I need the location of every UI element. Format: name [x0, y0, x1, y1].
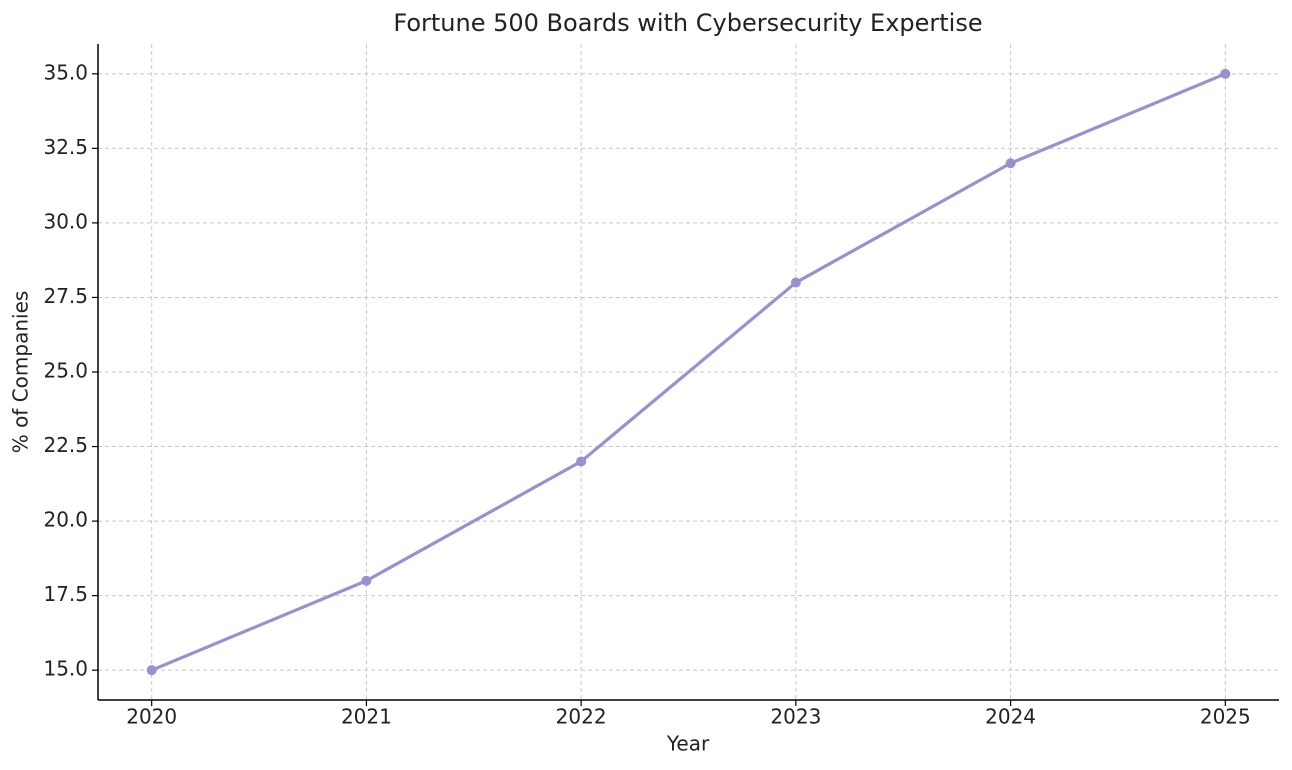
y-tick-label: 30.0: [43, 209, 88, 233]
y-tick-label: 22.5: [43, 433, 88, 457]
x-tick-label: 2022: [556, 705, 607, 729]
y-tick-label: 15.0: [43, 657, 88, 681]
y-tick-label: 27.5: [43, 284, 88, 308]
data-point: [146, 665, 157, 676]
data-point: [1005, 158, 1016, 169]
data-point: [1220, 68, 1231, 79]
data-line: [151, 72, 1226, 672]
data-point: [576, 456, 587, 467]
chart-title: Fortune 500 Boards with Cybersecurity Ex…: [393, 9, 982, 37]
data-point: [361, 575, 372, 586]
x-axis-label: Year: [666, 732, 710, 756]
x-tick-label: 2021: [341, 705, 392, 729]
x-tick-label: 2020: [126, 705, 177, 729]
y-tick-label: 32.5: [43, 135, 88, 159]
x-tick-label: 2024: [985, 705, 1036, 729]
y-axis-label: % of Companies: [9, 291, 33, 454]
data-point: [790, 277, 801, 288]
y-tick-label: 25.0: [43, 359, 88, 383]
y-tick-label: 17.5: [43, 582, 88, 606]
y-tick-label: 20.0: [43, 508, 88, 532]
x-tick-label: 2025: [1200, 705, 1251, 729]
x-tick-label: 2023: [770, 705, 821, 729]
y-tick-label: 35.0: [43, 60, 88, 84]
